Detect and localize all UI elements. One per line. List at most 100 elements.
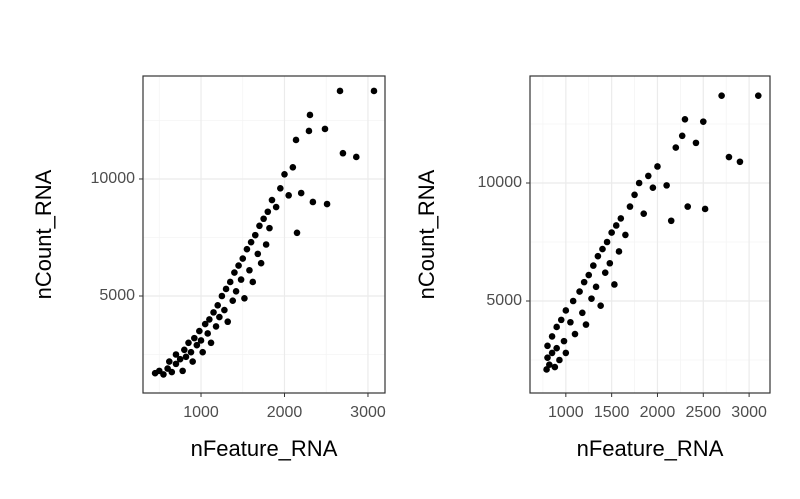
point xyxy=(615,248,623,255)
point xyxy=(667,217,675,225)
x-axis-title: nFeature_RNA xyxy=(577,436,724,461)
x-tick-label: 1500 xyxy=(594,404,630,421)
point xyxy=(272,203,280,211)
point xyxy=(264,208,272,216)
point xyxy=(247,238,255,246)
point xyxy=(631,191,638,199)
point xyxy=(562,349,570,357)
point xyxy=(603,238,611,246)
point xyxy=(207,339,215,347)
point xyxy=(567,318,574,326)
point xyxy=(214,302,222,309)
point xyxy=(224,318,232,326)
x-tick-label: 1000 xyxy=(183,404,219,421)
point xyxy=(235,262,242,269)
point xyxy=(594,252,602,260)
point xyxy=(339,149,347,157)
point xyxy=(297,189,305,197)
point xyxy=(201,320,209,328)
point xyxy=(681,115,689,123)
point xyxy=(546,361,553,369)
point xyxy=(210,309,217,316)
point xyxy=(204,330,211,337)
point xyxy=(612,222,620,229)
point xyxy=(179,367,186,375)
point xyxy=(649,184,657,192)
point xyxy=(260,215,267,223)
y-tick-label: 5000 xyxy=(486,292,522,309)
point xyxy=(579,309,586,317)
y-tick-label: 10000 xyxy=(91,170,136,187)
point xyxy=(352,153,360,161)
point xyxy=(672,144,680,151)
point xyxy=(182,353,190,361)
point xyxy=(232,288,240,295)
point xyxy=(635,179,643,187)
point xyxy=(323,200,331,208)
point xyxy=(645,172,652,180)
point xyxy=(580,278,588,286)
point xyxy=(246,266,253,274)
point xyxy=(168,368,176,376)
point xyxy=(197,337,205,344)
point xyxy=(569,297,577,305)
point xyxy=(617,215,625,222)
point xyxy=(654,163,661,170)
point xyxy=(254,250,262,258)
point xyxy=(701,205,709,213)
point xyxy=(285,192,292,199)
point xyxy=(692,139,700,147)
point xyxy=(187,348,195,356)
x-tick-label: 2000 xyxy=(267,404,303,421)
point xyxy=(754,92,762,99)
point xyxy=(199,348,206,356)
point xyxy=(189,358,196,365)
point xyxy=(562,307,570,314)
point xyxy=(592,283,600,291)
point xyxy=(305,127,313,135)
x-tick-label: 3000 xyxy=(350,404,386,421)
point xyxy=(601,269,609,276)
x-tick-label: 2000 xyxy=(640,404,676,421)
point xyxy=(725,153,733,161)
point xyxy=(262,241,270,248)
point xyxy=(206,316,213,323)
point xyxy=(718,92,725,99)
point xyxy=(239,255,247,262)
point xyxy=(241,295,248,302)
point xyxy=(611,281,618,288)
point xyxy=(221,306,228,314)
point xyxy=(268,196,276,204)
point xyxy=(678,132,686,140)
point xyxy=(218,292,226,300)
point xyxy=(193,341,201,349)
point xyxy=(181,346,188,354)
y-axis-title: nCount_RNA xyxy=(414,169,439,299)
point xyxy=(544,342,551,350)
point xyxy=(176,355,184,363)
point xyxy=(663,182,670,189)
point xyxy=(622,231,629,239)
point xyxy=(553,344,560,352)
point xyxy=(571,330,579,338)
point xyxy=(257,259,265,267)
x-tick-label: 1000 xyxy=(548,404,584,421)
point xyxy=(281,170,288,178)
point xyxy=(231,269,238,276)
point xyxy=(699,118,707,125)
y-tick-label: 10000 xyxy=(478,174,523,191)
y-tick-label: 5000 xyxy=(99,287,135,304)
point xyxy=(243,245,251,253)
point xyxy=(237,276,245,283)
point xyxy=(251,231,259,239)
point xyxy=(736,158,744,166)
point xyxy=(597,302,604,310)
panel-border xyxy=(529,75,771,394)
point xyxy=(599,245,606,253)
point xyxy=(321,125,329,133)
point xyxy=(292,136,300,144)
point xyxy=(229,297,237,304)
point xyxy=(172,351,180,358)
point xyxy=(256,222,263,230)
